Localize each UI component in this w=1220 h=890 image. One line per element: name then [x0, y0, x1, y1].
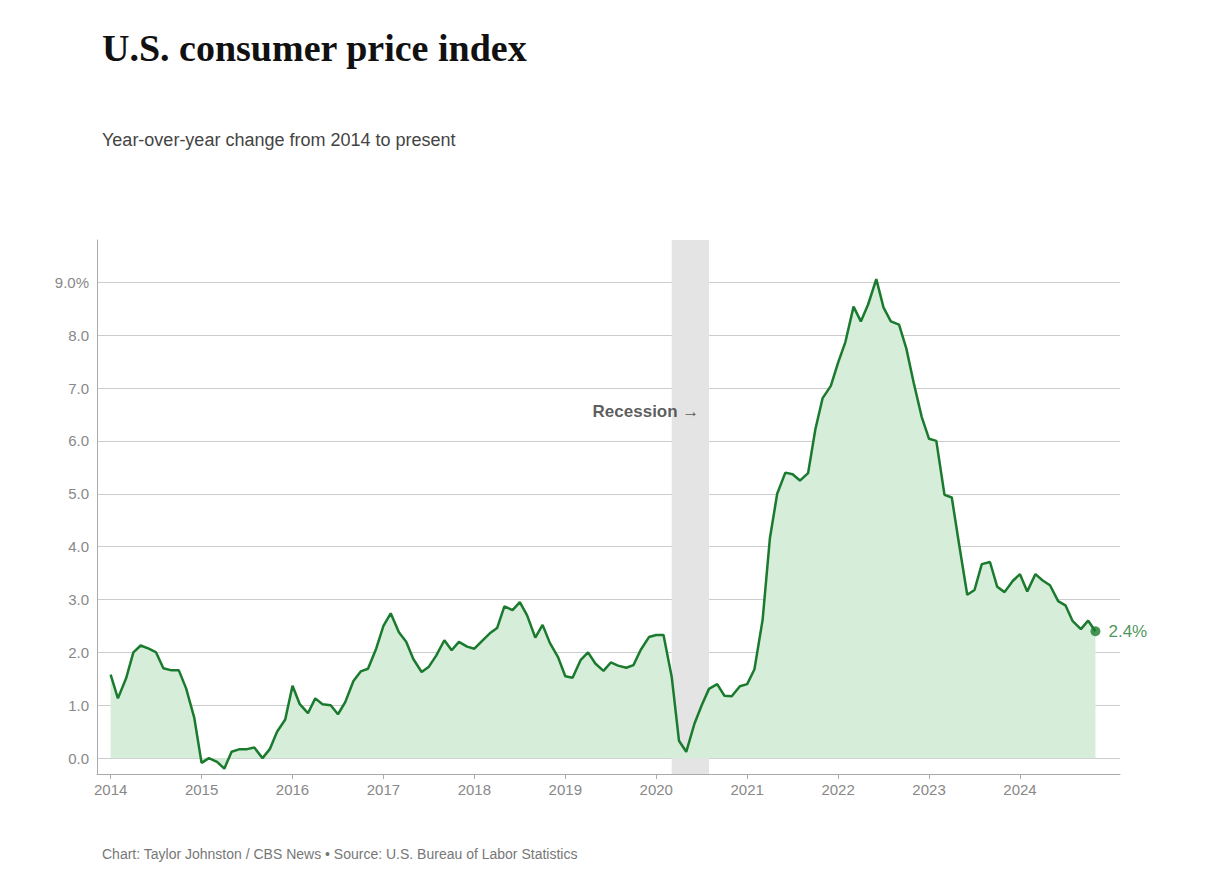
svg-text:2019: 2019 [549, 781, 582, 798]
svg-text:2017: 2017 [367, 781, 400, 798]
svg-text:2016: 2016 [276, 781, 309, 798]
svg-text:U.S. consumer price index: U.S. consumer price index [102, 27, 527, 69]
svg-text:1.0: 1.0 [68, 697, 89, 714]
svg-text:6.0: 6.0 [68, 432, 89, 449]
svg-text:2.0: 2.0 [68, 644, 89, 661]
svg-text:Chart: Taylor Johnston / CBS N: Chart: Taylor Johnston / CBS News • Sour… [102, 846, 577, 862]
svg-text:2022: 2022 [821, 781, 854, 798]
svg-text:2024: 2024 [1003, 781, 1036, 798]
svg-text:3.0: 3.0 [68, 591, 89, 608]
svg-text:7.0: 7.0 [68, 380, 89, 397]
svg-text:2014: 2014 [94, 781, 127, 798]
svg-text:4.0: 4.0 [68, 538, 89, 555]
svg-text:5.0: 5.0 [68, 485, 89, 502]
svg-text:2015: 2015 [185, 781, 218, 798]
svg-text:2023: 2023 [912, 781, 945, 798]
svg-text:Recession →: Recession → [593, 402, 700, 421]
svg-text:2.4%: 2.4% [1108, 622, 1147, 641]
svg-text:9.0%: 9.0% [55, 274, 89, 291]
svg-text:8.0: 8.0 [68, 327, 89, 344]
svg-text:2020: 2020 [640, 781, 673, 798]
svg-text:2021: 2021 [730, 781, 763, 798]
svg-text:Year-over-year change from 201: Year-over-year change from 2014 to prese… [102, 130, 456, 150]
svg-text:0.0: 0.0 [68, 750, 89, 767]
svg-text:2018: 2018 [458, 781, 491, 798]
